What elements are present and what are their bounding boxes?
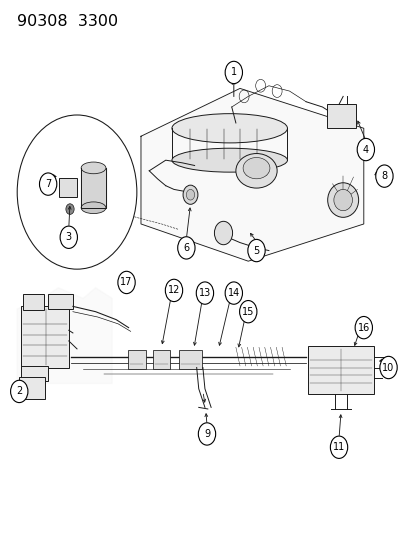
Text: 7: 7 bbox=[45, 179, 51, 189]
Circle shape bbox=[118, 271, 135, 294]
Circle shape bbox=[60, 226, 77, 248]
Circle shape bbox=[177, 237, 195, 259]
Text: 9: 9 bbox=[204, 429, 209, 439]
Circle shape bbox=[165, 279, 182, 302]
Ellipse shape bbox=[171, 114, 287, 143]
FancyBboxPatch shape bbox=[48, 294, 73, 309]
Circle shape bbox=[247, 239, 265, 262]
Circle shape bbox=[354, 317, 372, 339]
Circle shape bbox=[214, 221, 232, 245]
FancyBboxPatch shape bbox=[21, 366, 48, 381]
Circle shape bbox=[375, 165, 392, 187]
Circle shape bbox=[11, 380, 28, 402]
Text: 17: 17 bbox=[120, 278, 133, 287]
Text: 10: 10 bbox=[382, 362, 394, 373]
Text: 16: 16 bbox=[357, 322, 369, 333]
FancyBboxPatch shape bbox=[128, 350, 145, 369]
Circle shape bbox=[66, 204, 74, 214]
Text: 5: 5 bbox=[253, 246, 259, 255]
Ellipse shape bbox=[81, 202, 106, 214]
Circle shape bbox=[183, 185, 197, 204]
Ellipse shape bbox=[235, 154, 276, 188]
Ellipse shape bbox=[242, 158, 269, 179]
Text: 13: 13 bbox=[198, 288, 211, 298]
Circle shape bbox=[198, 423, 215, 445]
Ellipse shape bbox=[81, 162, 106, 174]
Ellipse shape bbox=[327, 183, 358, 217]
Circle shape bbox=[196, 282, 213, 304]
FancyBboxPatch shape bbox=[19, 377, 45, 399]
FancyBboxPatch shape bbox=[179, 350, 202, 369]
Circle shape bbox=[17, 115, 137, 269]
Text: 90308  3300: 90308 3300 bbox=[17, 14, 118, 29]
Ellipse shape bbox=[171, 148, 287, 172]
Circle shape bbox=[225, 282, 242, 304]
Circle shape bbox=[356, 139, 374, 161]
Text: 11: 11 bbox=[332, 442, 344, 452]
Text: 4: 4 bbox=[362, 144, 368, 155]
FancyBboxPatch shape bbox=[23, 294, 44, 310]
Text: 15: 15 bbox=[242, 306, 254, 317]
Circle shape bbox=[330, 436, 347, 458]
FancyBboxPatch shape bbox=[326, 104, 355, 128]
Circle shape bbox=[239, 301, 256, 323]
Text: 2: 2 bbox=[16, 386, 22, 397]
FancyBboxPatch shape bbox=[152, 350, 170, 369]
Circle shape bbox=[225, 61, 242, 84]
Text: 6: 6 bbox=[183, 243, 189, 253]
Text: 12: 12 bbox=[167, 286, 180, 295]
Circle shape bbox=[186, 189, 194, 200]
Text: 8: 8 bbox=[380, 171, 387, 181]
Polygon shape bbox=[17, 288, 112, 383]
FancyBboxPatch shape bbox=[307, 346, 373, 394]
Text: 14: 14 bbox=[227, 288, 240, 298]
Text: 1: 1 bbox=[230, 68, 236, 77]
Polygon shape bbox=[81, 168, 106, 208]
Polygon shape bbox=[141, 88, 363, 261]
FancyBboxPatch shape bbox=[21, 306, 69, 368]
Ellipse shape bbox=[333, 189, 351, 211]
Text: 3: 3 bbox=[66, 232, 72, 243]
Circle shape bbox=[379, 357, 396, 378]
FancyBboxPatch shape bbox=[59, 178, 77, 197]
Circle shape bbox=[39, 173, 57, 195]
